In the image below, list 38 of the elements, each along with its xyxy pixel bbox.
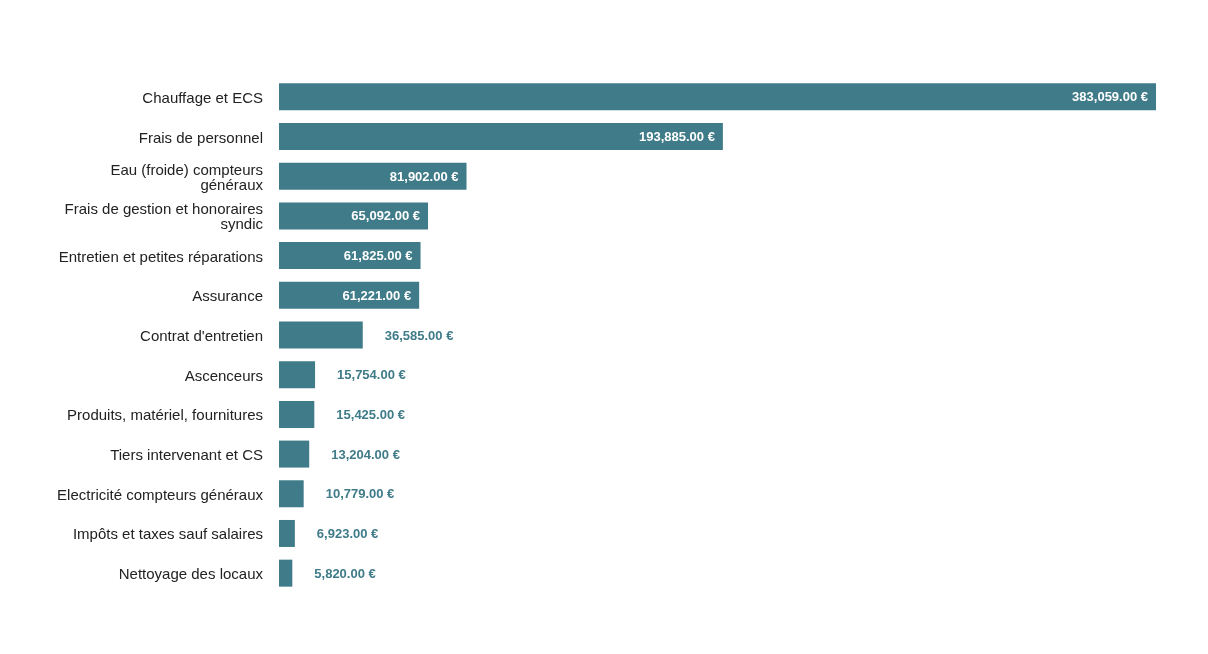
data-label: 36,585.00 € (384, 327, 454, 343)
data-label: 13,204.00 € (331, 446, 400, 462)
data-label: 5,820.00 € (314, 565, 376, 581)
data-label: 65,092.00 € (351, 208, 421, 224)
y-tick-label: Nettoyage des locaux (118, 564, 264, 582)
data-label: 10,779.00 € (325, 486, 395, 502)
data-label: 6,923.00 € (316, 525, 379, 541)
y-tick-label: Contrat d'entretien (140, 326, 263, 344)
data-label: 383,059.00 € (1072, 89, 1148, 105)
bar (279, 480, 304, 508)
bar (279, 321, 363, 349)
data-label: 61,825.00 € (343, 248, 413, 264)
bar (279, 162, 467, 190)
y-tick-label: Electricité compteurs généraux (57, 485, 264, 503)
bar (279, 559, 293, 587)
data-label: 193,885.00 € (638, 129, 715, 145)
bar (279, 242, 421, 270)
bar (279, 281, 420, 309)
bar (279, 400, 315, 428)
y-tick-label: Assurance (192, 286, 263, 304)
data-label: 15,754.00 € (337, 367, 406, 383)
y-tick-label: Tiers intervenant et CS (110, 445, 263, 463)
y-tick-label: Frais de gestion et honoraires syndic (64, 199, 264, 232)
data-label: 61,221.00 € (342, 287, 412, 303)
y-tick-label: Produits, matériel, fournitures (67, 405, 263, 423)
y-tick-label: Chauffage et ECS (142, 88, 263, 106)
y-tick-label: Impôts et taxes sauf salaires (72, 524, 263, 542)
y-tick-label: Eau (froide) compteurs généraux (110, 160, 264, 193)
bar (279, 123, 723, 151)
bar (279, 519, 295, 547)
data-label: 15,425.00 € (336, 406, 405, 422)
bar (279, 83, 1156, 111)
y-tick-label: Frais de personnel (138, 128, 263, 146)
data-label: 81,902.00 € (389, 168, 459, 184)
bar (279, 440, 310, 468)
y-tick-label: Entretien et petites réparations (58, 247, 263, 265)
bar (279, 361, 316, 389)
y-tick-label: Ascenceurs (184, 366, 263, 384)
